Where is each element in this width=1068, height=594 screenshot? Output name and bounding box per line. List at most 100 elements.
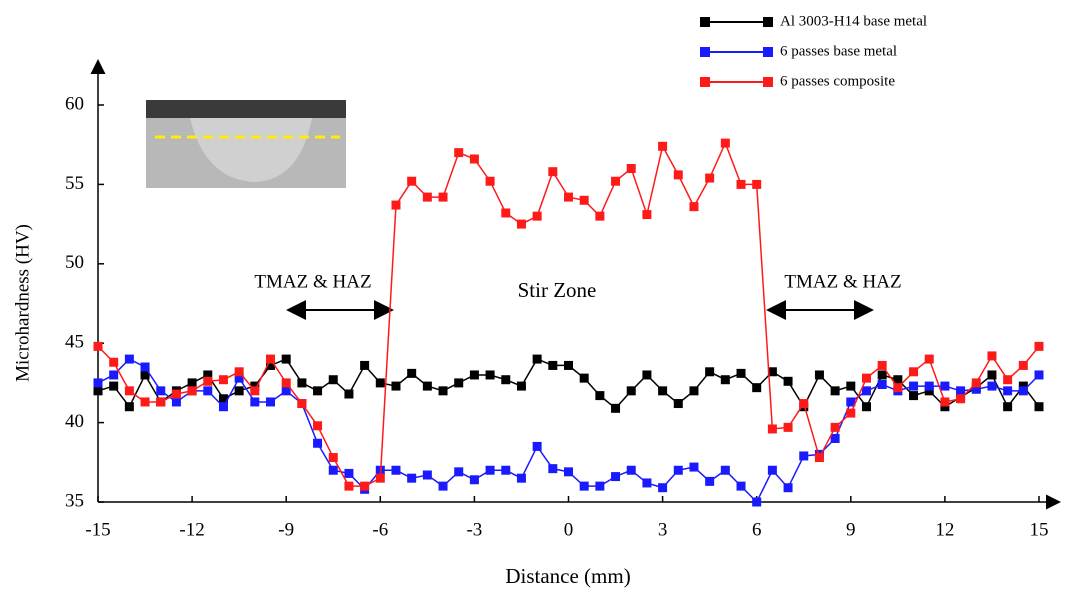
x-tick-label: 6 — [752, 519, 762, 540]
data-point — [360, 481, 370, 491]
data-point — [909, 391, 919, 401]
data-point — [93, 386, 103, 396]
data-point — [861, 402, 871, 412]
data-point — [909, 367, 919, 377]
data-point — [579, 481, 589, 491]
data-point — [893, 383, 903, 393]
data-point — [658, 386, 668, 396]
data-point — [156, 397, 166, 407]
data-point — [516, 473, 526, 483]
data-point — [783, 376, 793, 386]
data-point — [532, 211, 542, 221]
data-point — [893, 375, 903, 385]
data-point — [767, 367, 777, 377]
data-point — [736, 481, 746, 491]
data-point — [814, 453, 824, 463]
data-point — [407, 368, 417, 378]
data-point — [250, 397, 260, 407]
data-point — [642, 478, 652, 488]
data-point — [375, 378, 385, 388]
data-point — [971, 384, 981, 394]
data-point — [783, 483, 793, 493]
data-point — [516, 381, 526, 391]
data-point — [689, 202, 699, 212]
data-point — [140, 370, 150, 380]
data-point — [940, 402, 950, 412]
data-point — [595, 211, 605, 221]
data-point — [156, 386, 166, 396]
data-point — [124, 402, 134, 412]
data-point — [469, 475, 479, 485]
data-point — [532, 441, 542, 451]
data-point — [469, 370, 479, 380]
data-point — [956, 386, 966, 396]
data-point — [595, 391, 605, 401]
data-point — [203, 376, 213, 386]
data-point — [1003, 375, 1013, 385]
data-point — [328, 375, 338, 385]
data-point — [956, 394, 966, 404]
data-point — [909, 381, 919, 391]
data-point — [375, 473, 385, 483]
data-point — [689, 386, 699, 396]
data-point — [328, 453, 338, 463]
legend-marker — [700, 17, 710, 27]
data-point — [124, 386, 134, 396]
x-tick-label: 15 — [1030, 519, 1049, 540]
data-point — [532, 354, 542, 364]
data-point — [705, 173, 715, 183]
data-point — [218, 402, 228, 412]
data-point — [611, 472, 621, 482]
data-point — [752, 179, 762, 189]
data-point — [1018, 360, 1028, 370]
data-point — [658, 483, 668, 493]
x-tick-label: 3 — [658, 519, 668, 540]
data-point — [861, 373, 871, 383]
data-point — [642, 210, 652, 220]
data-point — [987, 351, 997, 361]
data-point — [501, 375, 511, 385]
data-point — [940, 381, 950, 391]
data-point — [1003, 386, 1013, 396]
data-point — [391, 200, 401, 210]
data-point — [438, 481, 448, 491]
data-point — [626, 164, 636, 174]
data-point — [313, 421, 323, 431]
data-point — [924, 386, 934, 396]
data-point — [391, 381, 401, 391]
data-point — [626, 465, 636, 475]
data-point — [266, 397, 276, 407]
data-point — [140, 397, 150, 407]
annotation: TMAZ & HAZ — [254, 271, 371, 292]
data-point — [109, 381, 119, 391]
data-point — [846, 397, 856, 407]
data-point — [171, 389, 181, 399]
data-point — [861, 386, 871, 396]
data-point — [1034, 370, 1044, 380]
data-point — [1034, 341, 1044, 351]
data-point — [783, 422, 793, 432]
legend-label: Al 3003-H14 base metal — [780, 13, 927, 29]
data-point — [297, 378, 307, 388]
data-point — [407, 176, 417, 186]
data-point — [830, 422, 840, 432]
data-point — [642, 370, 652, 380]
data-point — [281, 386, 291, 396]
data-point — [830, 386, 840, 396]
data-point — [767, 424, 777, 434]
data-point — [485, 176, 495, 186]
data-point — [1018, 381, 1028, 391]
data-point — [234, 367, 244, 377]
data-point — [611, 403, 621, 413]
data-point — [814, 370, 824, 380]
data-point — [187, 378, 197, 388]
data-point — [391, 465, 401, 475]
data-point — [109, 370, 119, 380]
legend-marker — [700, 77, 710, 87]
data-point — [187, 386, 197, 396]
data-point — [266, 360, 276, 370]
data-point — [1034, 402, 1044, 412]
data-point — [344, 389, 354, 399]
data-point — [830, 433, 840, 443]
data-point — [422, 470, 432, 480]
